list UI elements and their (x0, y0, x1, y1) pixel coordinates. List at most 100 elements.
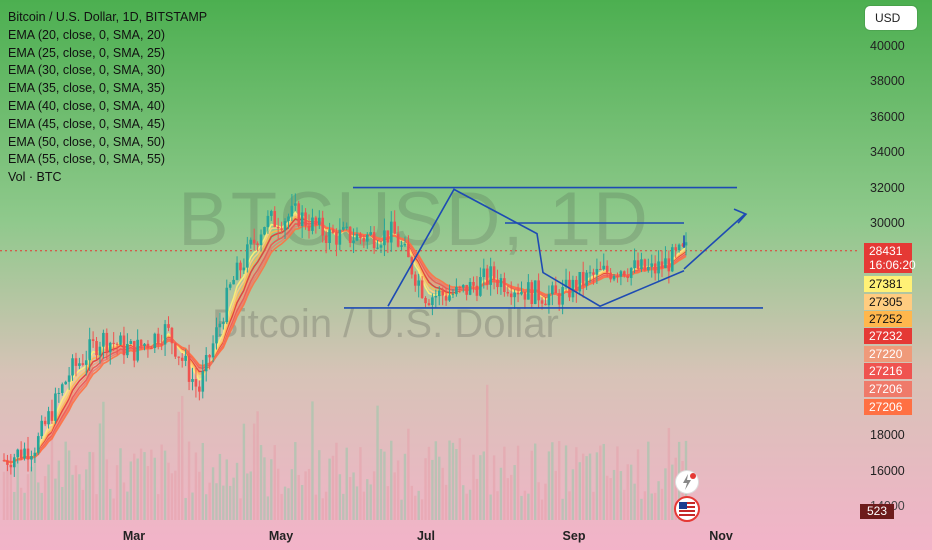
volume-bar (557, 441, 561, 520)
candle-body (345, 226, 349, 228)
volume-bar (653, 492, 657, 520)
us-flag-icon[interactable] (674, 496, 700, 522)
volume-bar (78, 474, 81, 520)
candle-body (362, 238, 366, 242)
candle-body (485, 268, 489, 285)
volume-bar (174, 470, 177, 520)
volume-bar (252, 423, 256, 520)
candle-body (616, 275, 619, 277)
candle-body (328, 229, 331, 244)
volume-bar (81, 489, 85, 520)
volume-bar (205, 494, 208, 520)
candle-body (341, 227, 345, 230)
candle-body (78, 363, 81, 366)
candle-body (16, 449, 20, 458)
volume-bar (318, 450, 321, 520)
alert-bolt-icon[interactable] (675, 470, 699, 494)
candle-body (585, 272, 588, 286)
volume-bar (91, 452, 95, 520)
volume-bar (187, 441, 191, 520)
indicator-volume[interactable]: Vol · BTC (8, 170, 62, 185)
volume-bar (259, 445, 263, 520)
candle-body (523, 291, 527, 300)
candle-body (533, 280, 537, 304)
volume-bar (527, 493, 530, 520)
candle-body (383, 230, 386, 246)
volume-bar (486, 384, 489, 520)
volume-bar (534, 443, 537, 520)
name-watermark: Bitcoin / U.S. Dollar (212, 302, 559, 346)
candle-body (684, 242, 688, 246)
volume-bar (153, 457, 156, 520)
volume-bar (225, 459, 228, 520)
volume-bar (434, 441, 438, 520)
candle-body (499, 278, 503, 288)
volume-bar (126, 491, 129, 520)
indicator-ema-50[interactable]: EMA (50, close, 0, SMA, 50) (8, 134, 166, 149)
candle-body (461, 284, 465, 288)
volume-bar (211, 467, 215, 520)
candle-body (557, 293, 561, 305)
candle-body (571, 279, 575, 298)
candle-body (530, 282, 534, 304)
indicator-ema-20[interactable]: EMA (20, close, 0, SMA, 20) (8, 27, 166, 42)
candle-body (170, 327, 174, 344)
y-tick: 16000 (870, 464, 905, 478)
ema-badge: 27381 (864, 276, 912, 292)
candle-body (331, 229, 335, 233)
volume-bar (564, 445, 568, 520)
volume-bar (414, 495, 417, 520)
volume-bar (33, 454, 37, 520)
candle-body (670, 247, 674, 272)
volume-bar (647, 441, 650, 520)
candle-body (146, 343, 150, 348)
volume-bar (338, 474, 342, 520)
indicator-ema-40[interactable]: EMA (40, close, 0, SMA, 40) (8, 98, 166, 113)
candle-body (359, 234, 362, 239)
volume-bar (19, 487, 23, 520)
volume-bar (623, 489, 626, 520)
ema-badge: 27220 (864, 346, 912, 362)
candle-body (163, 324, 167, 345)
candle-body (664, 258, 667, 269)
volume-bar (30, 466, 33, 520)
volume-bar (119, 448, 122, 520)
volume-bar (475, 478, 479, 520)
candle-body (115, 343, 119, 345)
indicator-ema-25[interactable]: EMA (25, close, 0, SMA, 25) (8, 45, 166, 60)
y-tick: 18000 (870, 428, 905, 442)
volume-bar (489, 494, 492, 520)
indicator-ema-35[interactable]: EMA (35, close, 0, SMA, 35) (8, 81, 166, 96)
candle-body (623, 271, 626, 276)
volume-bar (626, 464, 629, 520)
candle-body (105, 332, 109, 353)
volume-bar (427, 446, 431, 520)
candle-body (369, 232, 373, 235)
candle-body (496, 279, 499, 288)
volume-bar (208, 482, 211, 520)
candle-body (156, 333, 160, 345)
candle-body (626, 275, 630, 279)
indicator-ema-45[interactable]: EMA (45, close, 0, SMA, 45) (8, 116, 166, 131)
indicator-ema-55[interactable]: EMA (55, close, 0, SMA, 55) (8, 152, 166, 167)
candle-body (643, 259, 647, 271)
candle-body (228, 284, 232, 288)
volume-bar (307, 468, 311, 520)
currency-selector[interactable]: USD (865, 6, 917, 30)
symbol-header[interactable]: Bitcoin / U.S. Dollar, 1D, BITSTAMP (8, 10, 208, 24)
candle-body (235, 262, 239, 280)
volume-bar (57, 460, 61, 520)
volume-bar (482, 451, 485, 520)
candle-body (47, 411, 50, 425)
candle-body (434, 296, 438, 298)
volume-bar (112, 498, 115, 520)
volume-bar (612, 469, 616, 520)
target-arrow (683, 213, 746, 270)
candle-body (592, 272, 595, 275)
indicator-ema-30[interactable]: EMA (30, close, 0, SMA, 30) (8, 63, 166, 78)
volume-bar (109, 488, 112, 520)
candle-body (30, 456, 33, 460)
volume-bar (417, 490, 420, 520)
